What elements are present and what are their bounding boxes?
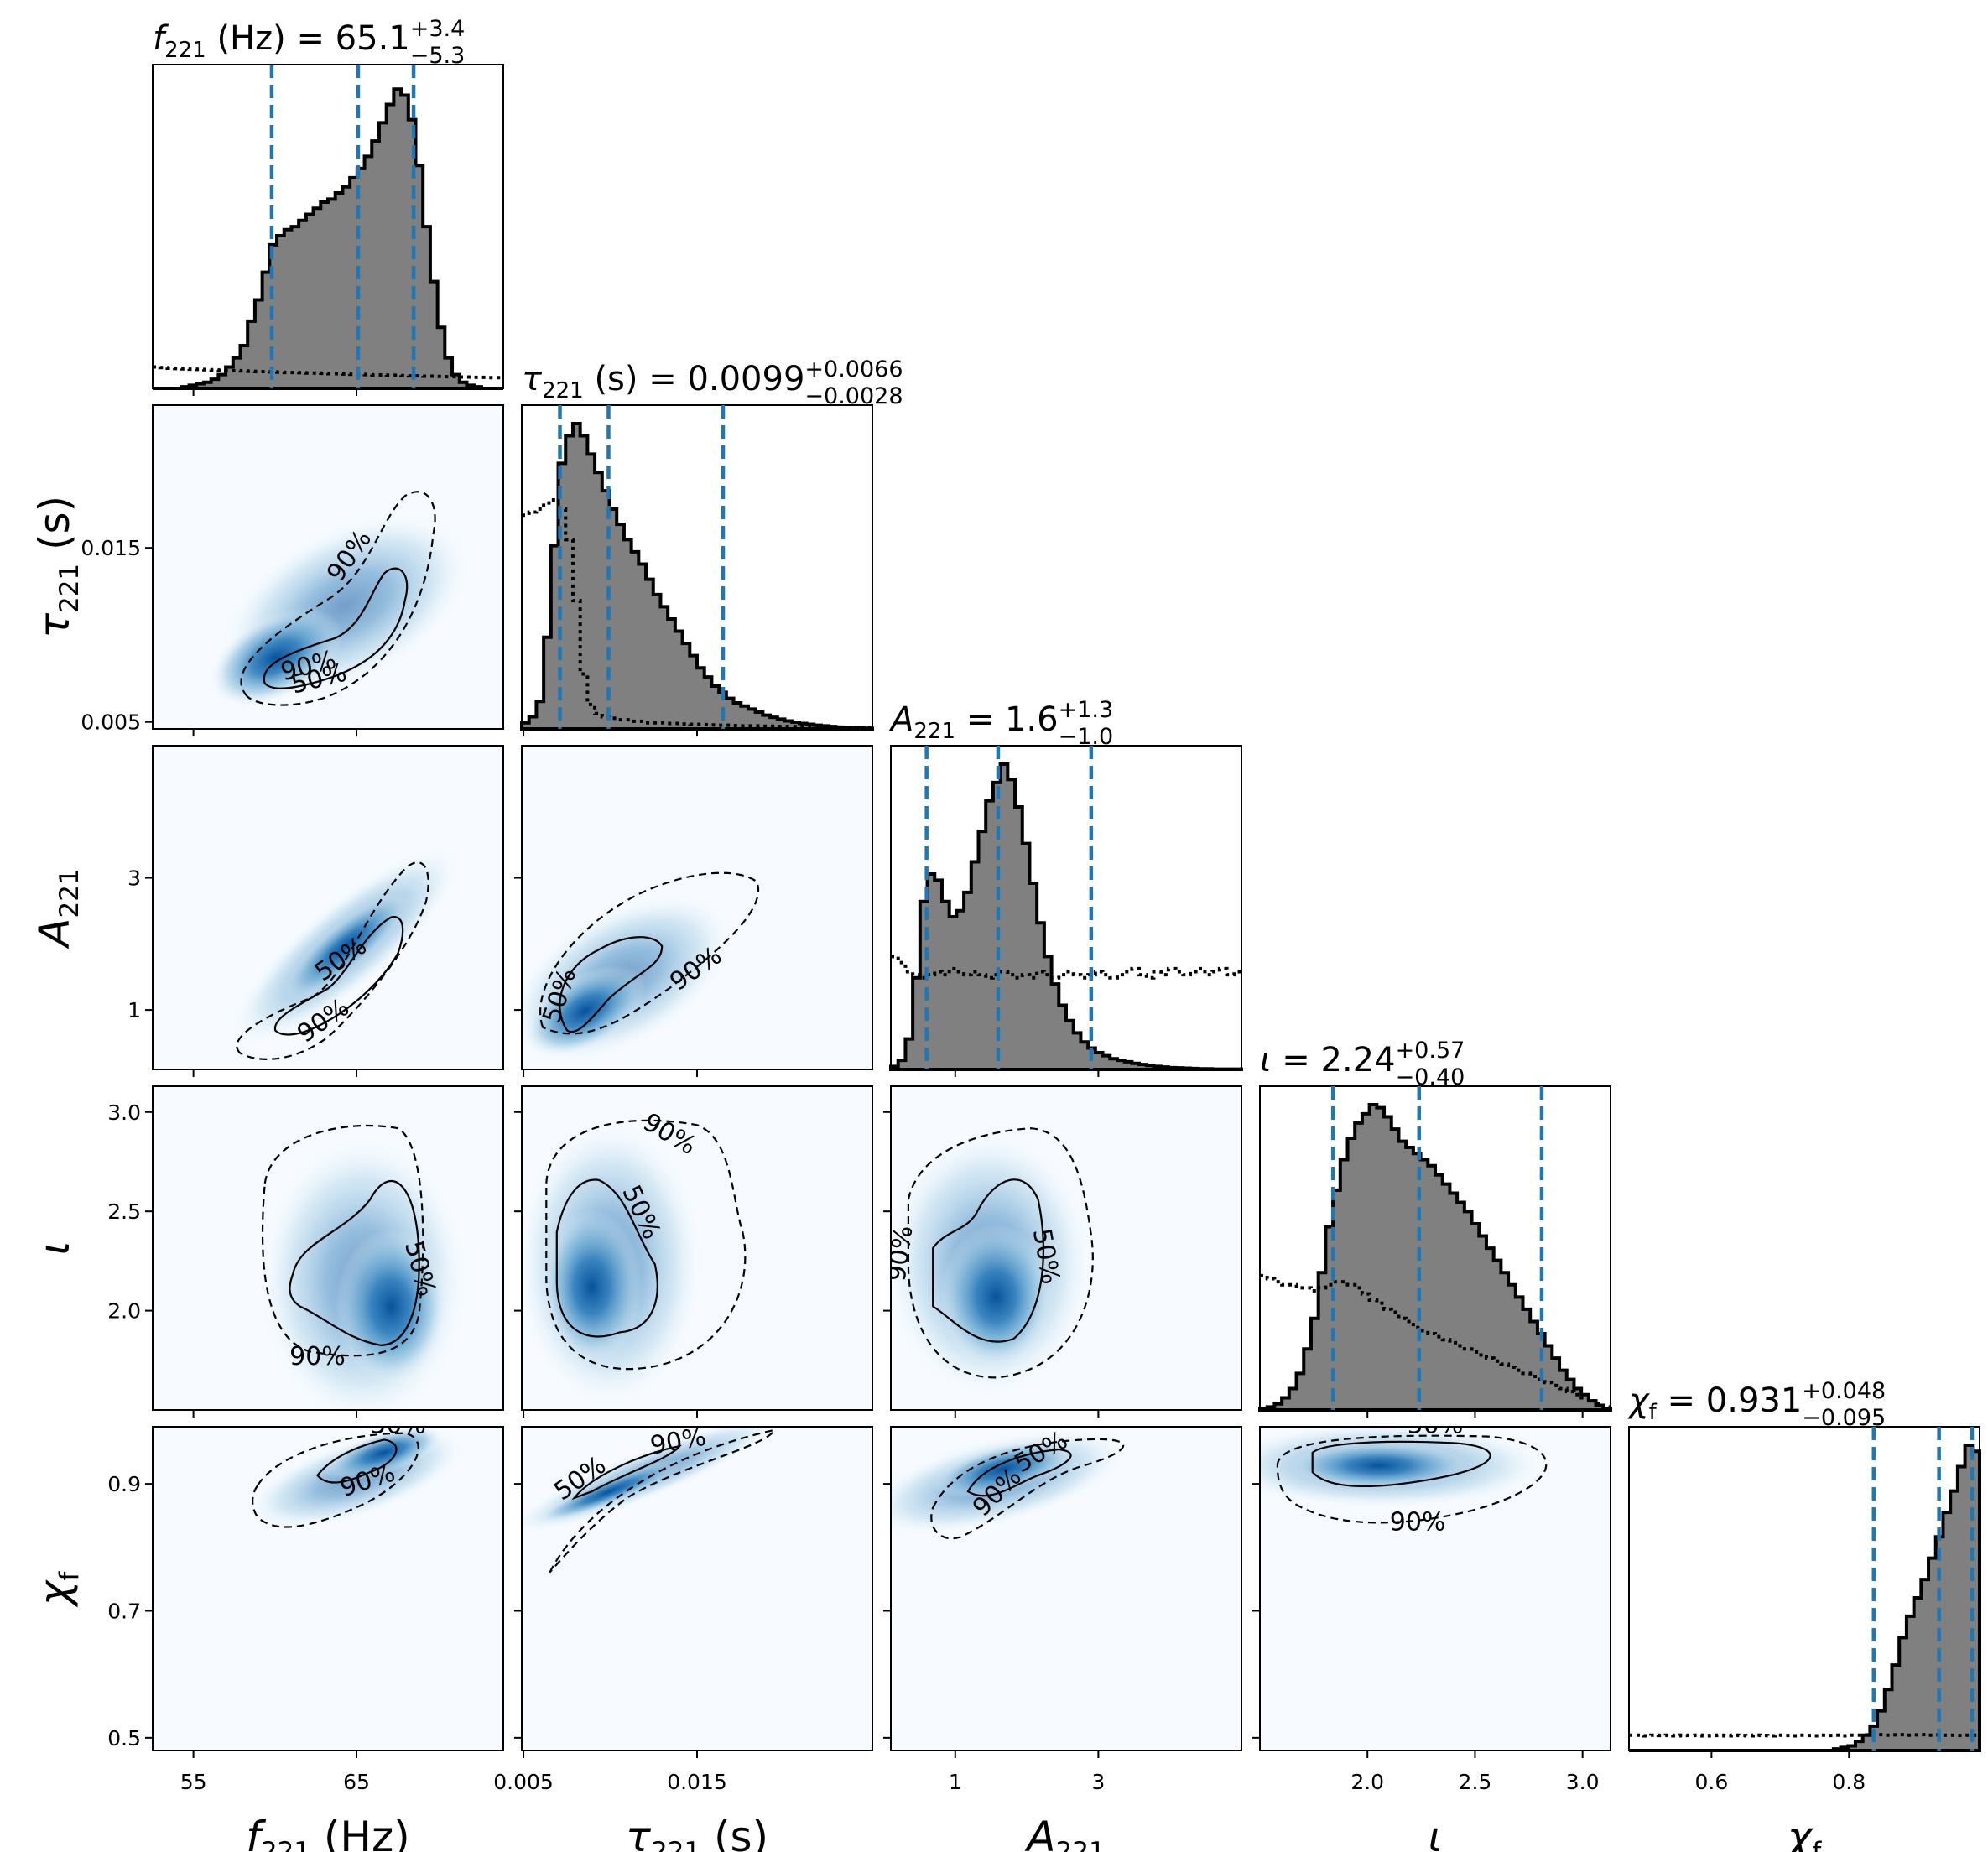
panel-frame xyxy=(152,1085,504,1411)
density-core xyxy=(536,1459,683,1524)
posterior-histogram xyxy=(889,762,1243,1071)
density-core xyxy=(932,1439,1075,1498)
y-tick-label: 2.0 xyxy=(107,1299,141,1324)
contour-50 xyxy=(289,1180,420,1346)
hist-panel-tau221: τ221 (s) = 0.0099+0.0066−0.0028 xyxy=(520,356,903,731)
y-tick-label: 0.005 xyxy=(81,710,141,735)
x-tick-label: 0.005 xyxy=(493,1770,554,1794)
contour-90 xyxy=(907,1127,1094,1379)
density-core xyxy=(325,1427,444,1480)
density-panel-A221-vs-tau221: 90%50% xyxy=(521,745,873,1070)
contour-90 xyxy=(930,1438,1125,1540)
x-axis-label-A221: A221 xyxy=(1024,1813,1105,1852)
density-panel-iota-vs-tau221: 90%50% xyxy=(521,1085,873,1411)
contour-90 xyxy=(549,1428,776,1574)
posterior-histogram xyxy=(153,87,503,390)
x-axis-label-f221: f221 (Hz) xyxy=(246,1813,410,1852)
contour-50 xyxy=(263,567,409,689)
contour-50 xyxy=(966,1448,1072,1497)
panel-frame xyxy=(890,1426,1242,1751)
panel-title-minus: −5.3 xyxy=(410,43,466,69)
y-tick-label: 2.5 xyxy=(107,1199,141,1224)
hist-panel-iota: ι = 2.24+0.57−0.40 xyxy=(1258,1038,1612,1412)
y-tick-label: 0.9 xyxy=(107,1472,141,1496)
contour-90 xyxy=(240,491,436,706)
x-tick-label: 2.5 xyxy=(1459,1770,1492,1794)
posterior-histogram xyxy=(1258,1103,1612,1412)
panel-title-A221: A221 = 1.6+1.3 xyxy=(888,697,1113,744)
contour-label-90: 90% xyxy=(289,1342,346,1371)
panel-frame xyxy=(1259,1426,1611,1751)
y-tick-label: 0.5 xyxy=(107,1726,141,1751)
x-axis-label-chi_f: χf xyxy=(1785,1813,1823,1852)
panel-title-minus: −1.0 xyxy=(1059,724,1114,750)
panel-frame xyxy=(152,404,504,730)
prior-histogram xyxy=(153,365,503,380)
x-tick-label: 65 xyxy=(343,1770,370,1794)
contour-90 xyxy=(236,861,429,1060)
contour-50 xyxy=(1311,1440,1491,1488)
panel-frame xyxy=(890,1085,1242,1411)
contour-50 xyxy=(555,1178,658,1338)
contour-90 xyxy=(1276,1434,1548,1524)
y-tick-label: 3.0 xyxy=(107,1100,141,1125)
x-tick-label: 0.8 xyxy=(1832,1770,1866,1794)
density-panel-tau221-vs-f221: 90%90%50% xyxy=(152,404,504,730)
hist-panel-A221: A221 = 1.6+1.3−1.0 xyxy=(888,697,1243,1071)
panel-frame xyxy=(152,1426,504,1751)
panel-title-minus: −0.40 xyxy=(1396,1064,1465,1090)
density-core xyxy=(1289,1442,1470,1490)
x-tick-label: 0.015 xyxy=(667,1770,727,1794)
density-panel-chi_f-vs-f221: 90%50% xyxy=(152,1411,504,1751)
density-core xyxy=(541,1209,643,1365)
contour-50 xyxy=(571,1444,682,1501)
density-core xyxy=(283,892,408,1001)
x-tick-label: 55 xyxy=(180,1770,207,1794)
contour-50 xyxy=(932,1178,1044,1343)
density-panel-chi_f-vs-iota: 90% 50% xyxy=(1259,1411,1611,1751)
panel-frame xyxy=(152,745,504,1070)
panel-title-minus: −0.095 xyxy=(1802,1405,1886,1431)
y-tick-label: 0.015 xyxy=(81,536,141,560)
contour-90 xyxy=(261,1124,424,1357)
y-axis-label-A221: A221 xyxy=(30,868,85,949)
hist-panel-f221: f221 (Hz) = 65.1+3.4−5.3 xyxy=(152,16,504,390)
x-axis-label-tau221: τ221 (s) xyxy=(626,1813,768,1852)
contour-label-90: 90% xyxy=(1390,1508,1446,1537)
density-panel-chi_f-vs-tau221: 90%50% xyxy=(521,1426,873,1751)
y-axis-label-chi_f: χf xyxy=(30,1571,85,1609)
x-tick-label: 3.0 xyxy=(1566,1770,1600,1794)
density-panel-chi_f-vs-A221: 90%50% xyxy=(890,1426,1242,1751)
contour-label-50: 50% xyxy=(370,1411,426,1440)
y-tick-label: 0.7 xyxy=(107,1599,141,1623)
contour-50 xyxy=(559,936,664,1033)
y-tick-label: 1 xyxy=(128,998,141,1022)
panel-title-minus: −0.0028 xyxy=(804,383,903,409)
hist-panel-chi_f: χf = 0.931+0.048−0.095 xyxy=(1627,1378,1981,1752)
panel-title-f221: f221 (Hz) = 65.1+3.4 xyxy=(153,16,465,63)
density-core xyxy=(523,965,647,1058)
density-panel-iota-vs-f221: 90%50% xyxy=(152,1085,504,1411)
y-axis-label-tau221: τ221 (s) xyxy=(30,496,85,638)
density-panel-A221-vs-f221: 90%50% xyxy=(152,745,504,1070)
y-axis-label-iota: ι xyxy=(30,1241,79,1256)
panel-title-iota: ι = 2.24+0.57 xyxy=(1260,1038,1465,1079)
x-tick-label: 2.0 xyxy=(1350,1770,1384,1794)
posterior-histogram xyxy=(1629,1444,1981,1752)
density-panel-iota-vs-A221: 90% 50% xyxy=(890,1085,1242,1411)
x-axis-label-iota: ι xyxy=(1429,1813,1443,1852)
x-tick-label: 0.6 xyxy=(1694,1770,1728,1794)
contour-50 xyxy=(316,1438,398,1484)
y-tick-label: 3 xyxy=(128,866,141,891)
x-tick-label: 1 xyxy=(949,1770,962,1794)
contour-90 xyxy=(252,1432,419,1528)
prior-histogram xyxy=(1260,1273,1611,1409)
contour-label-50: 50% xyxy=(1408,1411,1464,1440)
contour-50 xyxy=(274,916,404,1036)
x-tick-label: 3 xyxy=(1091,1770,1105,1794)
panel-title-tau221: τ221 (s) = 0.0099+0.0066 xyxy=(522,356,903,403)
panel-title-chi_f: χf = 0.931+0.048 xyxy=(1627,1378,1886,1425)
